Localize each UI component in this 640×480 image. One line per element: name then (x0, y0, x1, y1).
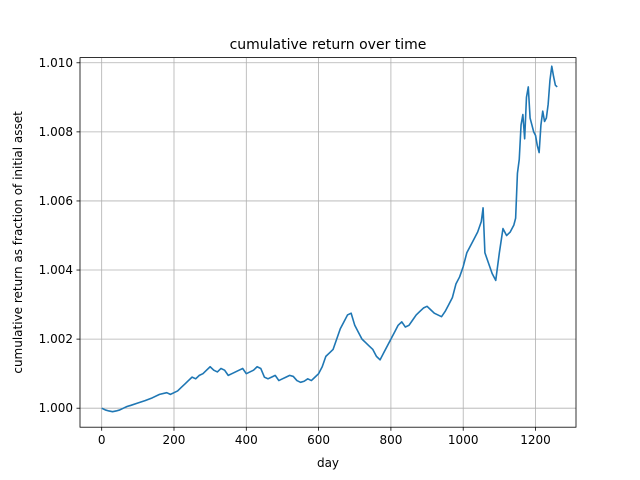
y-tick-label: 1.010 (39, 56, 73, 70)
x-axis-ticks: 0 200 400 600 800 1000 1200 (98, 427, 551, 447)
series-layer (101, 65, 558, 413)
x-tick-label: 1000 (448, 433, 479, 447)
x-tick-label: 400 (235, 433, 258, 447)
y-tick-label: 1.004 (39, 263, 73, 277)
x-axis-label: day (317, 456, 339, 470)
y-axis-label: cumulative return as fraction of initial… (11, 111, 25, 374)
x-tick-label: 0 (98, 433, 106, 447)
x-tick-label: 1200 (520, 433, 551, 447)
y-axis-ticks: 1.000 1.002 1.004 1.006 1.008 1.010 (39, 56, 80, 415)
x-tick-label: 200 (163, 433, 186, 447)
x-tick-label: 600 (307, 433, 330, 447)
series-line (101, 65, 558, 413)
plot-frame (79, 57, 577, 428)
x-tick-label: 800 (379, 433, 402, 447)
y-tick-label: 1.002 (39, 332, 73, 346)
grid (80, 57, 576, 428)
y-tick-label: 1.000 (39, 401, 73, 415)
y-tick-label: 1.008 (39, 125, 73, 139)
chart-title: cumulative return over time (230, 37, 427, 53)
y-tick-label: 1.006 (39, 194, 73, 208)
